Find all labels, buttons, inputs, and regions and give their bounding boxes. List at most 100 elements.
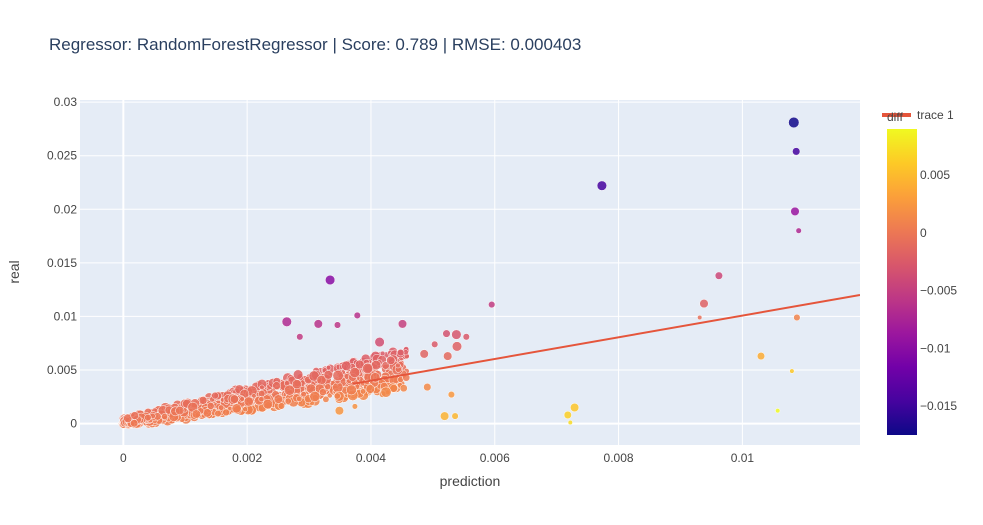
scatter-point [567, 419, 573, 426]
x-tick-label: 0.006 [480, 451, 510, 465]
scatter-point [218, 404, 225, 411]
scatter-point [161, 413, 169, 420]
scatter-point [788, 116, 800, 129]
scatter-point [793, 313, 801, 322]
scatter-point [790, 206, 800, 216]
y-tick-label: 0.01 [54, 309, 78, 323]
y-tick-label: 0 [70, 417, 77, 431]
scatter-point [395, 362, 401, 369]
legend-label-trace-1: trace 1 [917, 108, 954, 122]
scatter-point [206, 402, 215, 410]
scatter-point [346, 384, 357, 396]
scatter-point [447, 391, 455, 399]
y-tick-label: 0.03 [54, 95, 78, 109]
scatter-point [325, 274, 336, 286]
scatter-point [324, 383, 332, 391]
scatter-point [281, 316, 292, 327]
scatter-point [380, 386, 392, 398]
scatter-point [309, 391, 321, 402]
x-tick-label: 0.008 [604, 451, 634, 465]
colorbar-gradient [887, 129, 917, 435]
y-axis-title: real [6, 260, 22, 283]
scatter-point [792, 147, 801, 156]
scatter-point [351, 403, 358, 410]
scatter-point [795, 227, 802, 234]
scatter-point [353, 311, 361, 319]
scatter-point [333, 321, 342, 329]
scatter-point [231, 403, 242, 414]
scatter-point [323, 370, 333, 380]
scatter-point [397, 319, 408, 329]
scatter-point [443, 351, 453, 361]
scatter-point [570, 402, 580, 413]
scatter-point [175, 406, 185, 416]
scatter-point [431, 340, 439, 348]
scatter-points [118, 116, 802, 430]
scatter-point [596, 180, 607, 191]
scatter-point [789, 368, 795, 374]
scatter-point [386, 355, 396, 365]
colorbar-tick-label: −0.005 [920, 284, 957, 298]
scatter-point [360, 388, 367, 395]
chart-title: Regressor: RandomForestRegressor | Score… [49, 35, 581, 54]
scatter-point [699, 299, 709, 309]
x-tick-label: 0.004 [356, 451, 386, 465]
scatter-point [284, 397, 292, 405]
x-tick-label: 0.01 [731, 451, 755, 465]
scatter-point [296, 333, 304, 341]
scatter-point [775, 408, 781, 414]
scatter-point [397, 348, 405, 357]
scatter-point [214, 410, 222, 418]
scatter-point [379, 350, 386, 357]
colorbar-tick-label: 0.005 [920, 168, 950, 182]
scatter-point [334, 406, 344, 416]
scatter-point [325, 365, 332, 371]
scatter-point [144, 413, 152, 422]
scatter-point [381, 361, 390, 370]
scatter-point [259, 384, 265, 390]
y-tick-label: 0.02 [54, 202, 78, 216]
scatter-point [242, 406, 249, 413]
scatter-point [399, 384, 408, 393]
scatter-point [322, 395, 330, 403]
scatter-point [211, 391, 219, 400]
scatter-point [462, 333, 470, 341]
y-tick-label: 0.015 [47, 256, 77, 270]
scatter-point [243, 396, 254, 407]
x-tick-label: 0.002 [232, 451, 262, 465]
scatter-point [198, 396, 208, 405]
trace-1-line [352, 294, 860, 385]
scatter-point [451, 329, 462, 340]
scatter-point [296, 395, 303, 402]
scatter-point [714, 271, 723, 280]
scatter-point [423, 383, 432, 392]
scatter-point [300, 391, 307, 398]
colorbar-tick-label: 0 [920, 226, 927, 240]
colorbar-ticks: 0.005 0 −0.005 −0.01 −0.015 [920, 168, 957, 413]
scatter-point [130, 419, 139, 428]
scatter-point [451, 412, 459, 420]
scatter-point [563, 410, 572, 420]
scatter-point [293, 369, 304, 380]
scatter-point [239, 396, 245, 402]
x-axis-title: prediction [440, 473, 501, 489]
scatter-point [440, 411, 450, 421]
colorbar-tick-label: −0.015 [920, 399, 957, 413]
legend: trace 1 [882, 108, 954, 122]
scatter-point [229, 394, 239, 404]
scatter-point [333, 392, 341, 400]
colorbar: diff 0.005 0 −0.005 −0.01 −0.015 [887, 110, 957, 435]
x-axis-ticks: 0 0.002 0.004 0.006 0.008 0.01 [120, 451, 754, 465]
scatter-point [349, 367, 361, 378]
scatter-point [362, 363, 374, 374]
scatter-point [262, 398, 273, 410]
scatter-point [332, 370, 344, 382]
scatter-point [756, 352, 766, 361]
y-tick-label: 0.005 [47, 363, 77, 377]
scatter-point [291, 379, 302, 390]
scatter-point [442, 329, 451, 338]
scatter-point [202, 408, 212, 418]
scatter-point [319, 388, 327, 397]
scatter-point [251, 393, 257, 399]
